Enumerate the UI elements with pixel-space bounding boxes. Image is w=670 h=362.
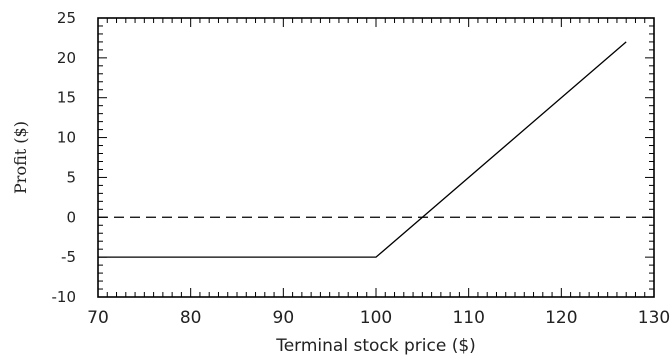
y-tick-label: -5 — [61, 248, 76, 266]
x-tick-label: 70 — [87, 308, 109, 328]
x-axis-title: Terminal stock price ($) — [275, 336, 476, 356]
y-tick-label: 20 — [57, 49, 76, 67]
x-tick-label: 90 — [273, 308, 295, 328]
tick-layer — [97, 17, 655, 298]
plot-layer — [98, 41, 654, 258]
profit-series-line — [98, 41, 627, 258]
label-layer: 70 80 90 100 110 120 130 -10 -5 0 5 10 15 20 25 — [52, 9, 670, 328]
x-tick-label: 130 — [638, 308, 670, 328]
x-tick-label: 120 — [545, 308, 577, 328]
y-axis-title: Profit ($) — [11, 121, 30, 194]
plot-frame — [97, 17, 655, 298]
y-tick-label: 15 — [57, 89, 76, 107]
x-tick-label: 100 — [360, 308, 392, 328]
x-tick-label: 110 — [452, 308, 484, 328]
y-tick-label: 25 — [57, 9, 76, 27]
y-tick-label: 5 — [66, 168, 76, 186]
x-tick-label: 80 — [180, 308, 202, 328]
y-tick-label: 10 — [57, 129, 76, 147]
y-tick-label: -10 — [52, 288, 77, 306]
y-tick-label: 0 — [66, 208, 76, 226]
